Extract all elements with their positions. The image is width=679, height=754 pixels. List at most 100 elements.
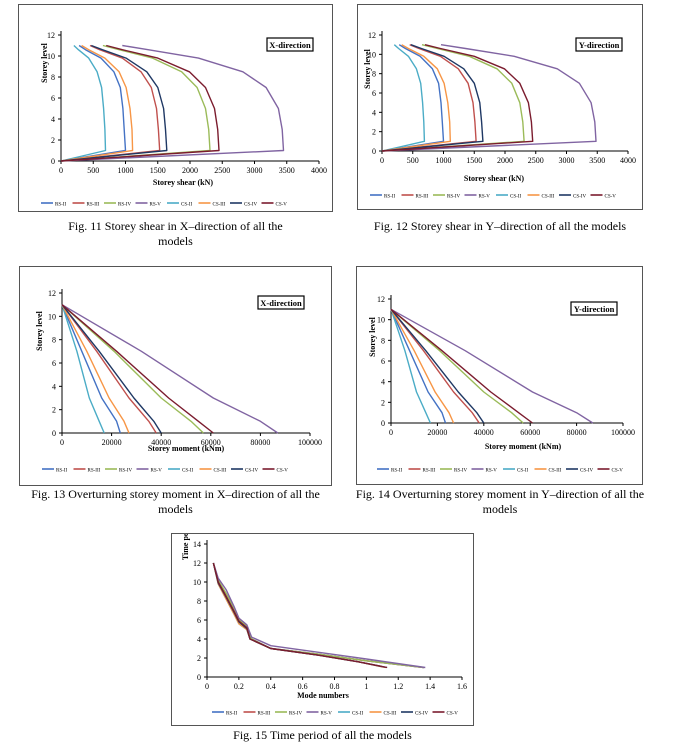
legend-label-cs-iii: CS-III (542, 195, 555, 200)
series-line-rs-v (60, 44, 285, 162)
legend-label-cs-ii: CS-II (182, 469, 193, 474)
x-axis-label: Mode numbers (297, 691, 349, 700)
series-line-rs-ii (60, 44, 127, 162)
x-tick-label: 80000 (250, 438, 270, 447)
direction-label-box (257, 295, 305, 310)
series-line-cs-v (61, 304, 214, 434)
x-tick-label: 80000 (567, 428, 587, 437)
x-tick-label: 0 (59, 166, 63, 175)
series-line-cs-iii (61, 304, 130, 434)
direction-label: X-direction (260, 298, 302, 308)
legend-label-rs-iv: RS-IV (289, 712, 302, 717)
y-tick-label: 10 (47, 52, 55, 61)
series-line-rs-iv (61, 304, 204, 434)
series-line-cs-ii (390, 309, 432, 424)
x-tick-label: 3500 (279, 166, 295, 175)
fig14-chart-panel: 0 2 4 6 8 10 12 0 20000 40000 60000 80000 100000 Stor… (356, 266, 643, 485)
series-line-rs-iii (381, 44, 477, 152)
fig13-chart-panel: 0 2 4 6 8 10 12 0 20000 40000 60000 80000 100000 Stor… (19, 266, 332, 486)
x-tick-label: 40000 (151, 438, 171, 447)
legend-label-rs-iii: RS-III (423, 469, 436, 474)
y-axis-label: Storey level (40, 42, 49, 82)
y-tick-label: 0 (51, 157, 55, 166)
series-line-rs-v (61, 304, 279, 434)
x-tick-label: 0 (380, 156, 384, 165)
x-tick-label: 2500 (214, 166, 230, 175)
x-tick-label: 20000 (102, 438, 122, 447)
series-line-cs-v (60, 44, 220, 162)
series-line-cs-ii (61, 304, 105, 434)
x-tick-label: 1.2 (393, 682, 403, 691)
fig14-caption-line-2: models (482, 502, 518, 516)
series-line-cs-iii (60, 44, 134, 162)
y-tick-label: 6 (52, 359, 56, 368)
series-line-rs-ii (61, 304, 121, 434)
y-tick-label: 2 (197, 654, 201, 663)
y-tick-label: 12 (48, 289, 56, 298)
series-line-rs-v (381, 44, 597, 152)
x-tick-label: 0 (205, 682, 209, 691)
legend-label-rs-ii: RS-II (56, 469, 67, 474)
series-line-cs-v (390, 308, 533, 424)
series-line-cs-ii (381, 44, 426, 152)
legend-label-cs-v: CS-V (447, 712, 459, 717)
x-tick-label: 1.6 (457, 682, 467, 691)
y-tick-label: 0 (197, 673, 201, 682)
legend-label-rs-iii: RS-III (88, 469, 101, 474)
x-tick-label: 1500 (466, 156, 482, 165)
y-tick-label: 10 (377, 316, 385, 325)
x-tick-label: 100000 (611, 428, 635, 437)
legend-label-rs-iii: RS-III (258, 712, 271, 717)
series-line-rs-ii (381, 44, 445, 152)
x-tick-label: 0.2 (234, 682, 244, 691)
y-tick-label: 12 (368, 31, 376, 40)
y-tick-label: 4 (381, 378, 385, 387)
legend-label-cs-ii: CS-II (510, 195, 521, 200)
series-line-cs-ii (60, 44, 107, 162)
direction-label-box (266, 37, 314, 52)
y-tick-label: 6 (51, 94, 55, 103)
fig11-chart: 0 2 4 6 8 10 12 0 500 1000 1500 2000 2500 3000 3500 400… (40, 31, 327, 208)
x-tick-label: 100000 (298, 438, 322, 447)
series-line-rs-iv (60, 44, 211, 162)
y-axis-label: Storey level (368, 316, 377, 356)
y-tick-label: 0 (372, 147, 376, 156)
y-tick-label: 8 (372, 70, 376, 79)
fig15-chart-panel: 0 2 4 6 8 10 12 14 0 0.2 0.4 0.6 0.8 1 1.2 1.4 1.6 Mode n… (171, 533, 474, 726)
legend-label-cs-iii: CS-III (549, 469, 562, 474)
legend-label-cs-ii: CS-II (352, 712, 363, 717)
y-tick-label: 6 (381, 357, 385, 366)
y-tick-label: 10 (368, 50, 376, 59)
legend-label-rs-v: RS-V (486, 469, 498, 474)
y-tick-label: 2 (381, 398, 385, 407)
legend-label-rs-iii: RS-III (87, 203, 100, 208)
legend-label-rs-iii: RS-III (416, 195, 429, 200)
series-line-cs-v (212, 562, 388, 669)
legend-label-cs-ii: CS-II (517, 469, 528, 474)
fig14-caption: Fig. 14 Overturning storey moment in Y–d… (350, 487, 650, 517)
y-tick-label: 12 (377, 295, 385, 304)
y-tick-label: 4 (51, 115, 55, 124)
series-line-cs-iii (390, 308, 455, 424)
y-tick-label: 2 (52, 406, 56, 415)
series-line-rs-v (390, 308, 594, 424)
y-tick-label: 0 (381, 419, 385, 428)
y-tick-label: 4 (52, 382, 56, 391)
legend-label-rs-iv: RS-IV (454, 469, 467, 474)
x-tick-label: 0 (60, 438, 64, 447)
fig13-caption-line-1: Fig. 13 Overturning storey moment in X–d… (31, 487, 320, 501)
legend-label-rs-ii: RS-II (391, 469, 402, 474)
x-tick-label: 1 (364, 682, 368, 691)
fig12-caption-line-1: Fig. 12 Storey shear in Y–direction of a… (373, 219, 627, 233)
x-tick-label: 1000 (436, 156, 452, 165)
y-tick-label: 12 (47, 31, 55, 40)
legend-label-cs-iii: CS-III (213, 203, 226, 208)
fig14-chart: 0 2 4 6 8 10 12 0 20000 40000 60000 80000 100000 Stor… (368, 295, 635, 474)
y-tick-label: 4 (372, 108, 376, 117)
series-line-rs-ii (390, 309, 447, 424)
x-axis-label: Storey shear (kN) (153, 178, 213, 187)
fig11-caption-line-2: models (158, 234, 193, 248)
y-axis-label: Time period (s) (181, 534, 190, 560)
series-line-rs-v (212, 562, 426, 669)
direction-label: Y-direction (574, 304, 615, 314)
